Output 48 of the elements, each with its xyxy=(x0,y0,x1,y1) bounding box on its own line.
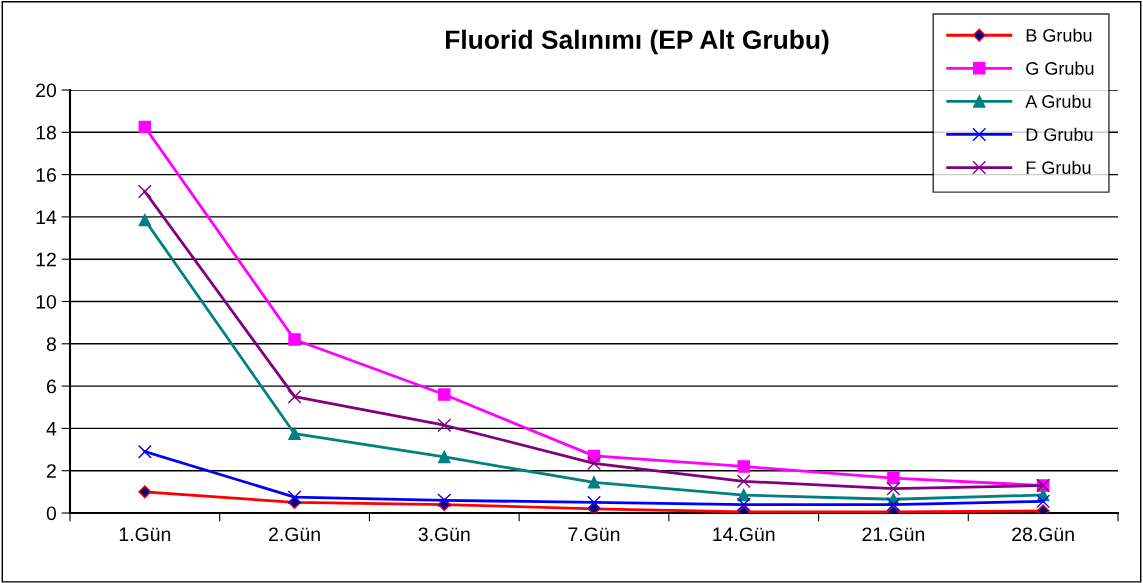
point xyxy=(438,450,451,464)
legend-label: B Grubu xyxy=(1026,28,1092,42)
y-tick-label: 0 xyxy=(46,506,57,521)
point xyxy=(587,476,601,489)
y-tick-label: 12 xyxy=(36,252,56,267)
point xyxy=(886,497,901,512)
legend-label: A Grubu xyxy=(1025,94,1091,108)
point xyxy=(287,490,302,505)
legend-label: G Grubu xyxy=(1026,61,1094,75)
point xyxy=(288,427,301,440)
point xyxy=(886,481,901,496)
y-tick-label: 14 xyxy=(36,210,57,224)
y-tick-label: 20 xyxy=(36,83,57,98)
y-tick-label: 4 xyxy=(46,422,57,436)
y-tick-label: 8 xyxy=(46,337,56,352)
x-tick-label: 1.Gün xyxy=(119,527,171,542)
point xyxy=(137,444,152,459)
point xyxy=(138,120,152,134)
x-tick-label: 28.Gün xyxy=(1012,527,1074,542)
point xyxy=(736,474,751,489)
point xyxy=(137,184,152,199)
point xyxy=(138,485,152,499)
legend-label: F Grubu xyxy=(1026,160,1091,175)
x-tick-label: 2.Gün xyxy=(269,527,320,542)
point xyxy=(736,497,751,512)
x-tick-label: 7.Gün xyxy=(568,527,620,542)
point xyxy=(437,418,452,433)
y-tick-label: 16 xyxy=(36,168,56,182)
point xyxy=(288,333,301,346)
x-tick-label: 21.Gün xyxy=(862,527,925,542)
point xyxy=(1036,494,1051,509)
point xyxy=(737,460,750,473)
point xyxy=(287,389,302,404)
chart-title: Fluorid Salınımı (EP Alt Grubu) xyxy=(445,29,829,55)
legend-label: D Grubu xyxy=(1026,127,1093,141)
y-tick-label: 2 xyxy=(46,464,56,478)
point xyxy=(587,456,601,471)
point xyxy=(437,493,452,508)
y-tick-label: 6 xyxy=(46,379,56,394)
point xyxy=(737,488,750,502)
y-tick-label: 10 xyxy=(36,294,57,309)
point xyxy=(887,471,900,485)
x-tick-label: 3.Gün xyxy=(418,527,470,542)
y-tick-label: 18 xyxy=(36,125,56,140)
point xyxy=(138,213,152,227)
point xyxy=(587,495,601,510)
point xyxy=(438,388,451,401)
x-tick-label: 14.Gün xyxy=(713,527,775,542)
